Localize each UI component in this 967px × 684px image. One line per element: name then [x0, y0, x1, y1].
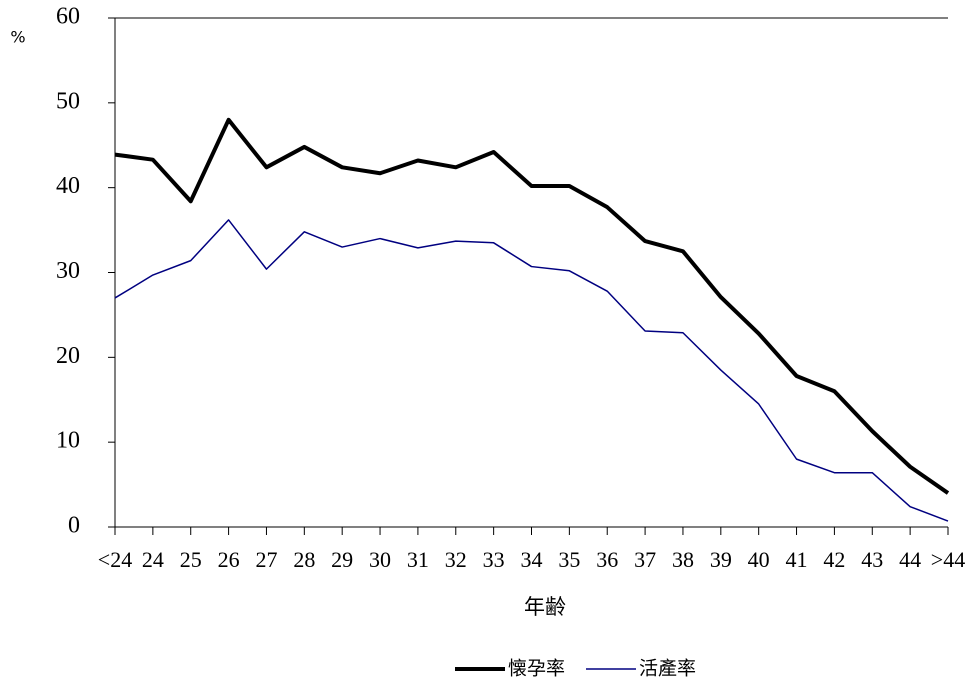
x-tick-label: 36: [596, 547, 618, 572]
y-tick-label: 10: [56, 428, 80, 454]
x-tick-label: 24: [142, 547, 164, 572]
y-tick-label: 0: [68, 513, 80, 539]
x-tick-label: 25: [180, 547, 202, 572]
x-tick-label: 44: [899, 547, 921, 572]
x-tick-label: 27: [255, 547, 277, 572]
x-tick-label: 28: [293, 547, 315, 572]
series-line: [114, 117, 950, 495]
y-unit: %: [10, 28, 25, 47]
x-tick-label: <24: [98, 547, 132, 572]
x-tick-label: 37: [634, 547, 656, 572]
y-tick-label: 40: [56, 173, 80, 199]
x-tick-label: 34: [521, 547, 543, 572]
x-tick-label: 38: [672, 547, 694, 572]
x-tick-label: >44: [931, 547, 965, 572]
x-axis-title: 年齢: [524, 595, 566, 619]
x-tick-label: 39: [710, 547, 732, 572]
x-tick-label: 35: [558, 547, 580, 572]
x-tick-label: 31: [407, 547, 429, 572]
y-tick-label: 60: [56, 4, 80, 30]
x-tick-label: 26: [218, 547, 240, 572]
x-tick-label: 41: [786, 547, 808, 572]
y-tick-label: 30: [56, 258, 80, 284]
legend-label: 活產率: [639, 658, 696, 680]
x-tick-label: 42: [823, 547, 845, 572]
x-tick-label: 40: [748, 547, 770, 572]
series-line: [114, 219, 949, 522]
y-tick-label: 20: [56, 343, 80, 369]
x-tick-label: 29: [331, 547, 353, 572]
x-tick-label: 32: [445, 547, 467, 572]
y-tick-label: 50: [56, 88, 80, 114]
legend-label: 懐孕率: [508, 658, 565, 680]
x-tick-label: 30: [369, 547, 391, 572]
x-tick-label: 43: [861, 547, 883, 572]
x-tick-label: 33: [483, 547, 505, 572]
